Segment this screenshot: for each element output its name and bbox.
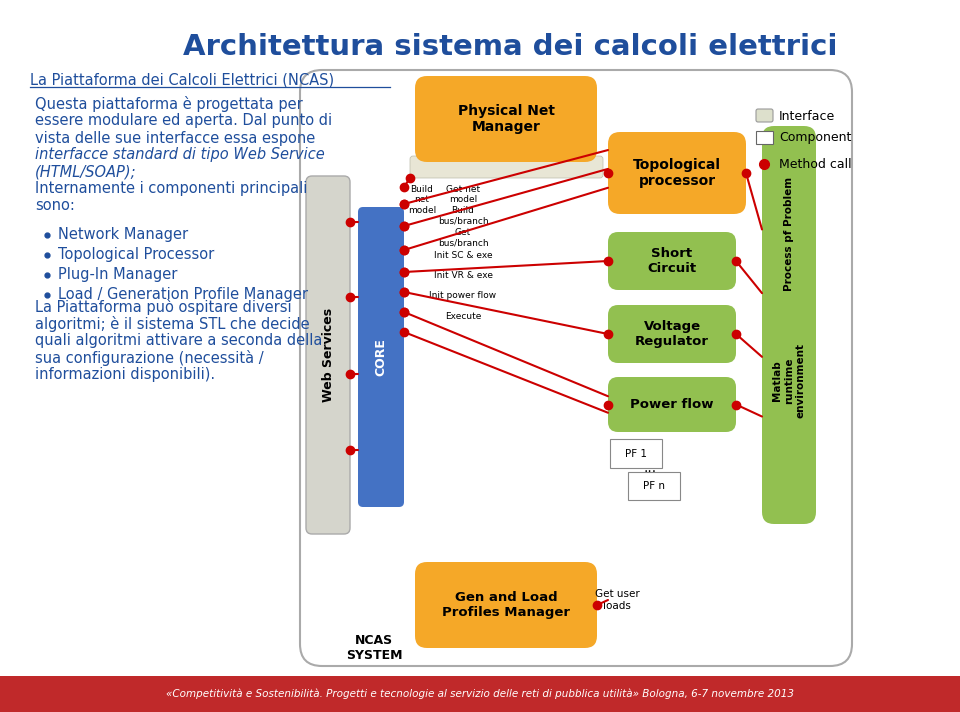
FancyBboxPatch shape <box>410 156 603 178</box>
Text: quali algoritmi attivare a seconda della: quali algoritmi attivare a seconda della <box>35 333 323 348</box>
Text: Web Services: Web Services <box>322 308 334 402</box>
FancyBboxPatch shape <box>762 126 816 524</box>
FancyBboxPatch shape <box>608 132 746 214</box>
Text: (HTML/SOAP);: (HTML/SOAP); <box>35 164 136 179</box>
Text: Topological
processor: Topological processor <box>633 158 721 188</box>
Text: Internamente i componenti principali: Internamente i componenti principali <box>35 182 307 197</box>
Text: Method call: Method call <box>779 157 852 170</box>
Text: ...: ... <box>643 461 657 475</box>
Text: Physical Net
Manager: Physical Net Manager <box>458 104 555 134</box>
Bar <box>0 676 960 712</box>
Text: essere modulare ed aperta. Dal punto di: essere modulare ed aperta. Dal punto di <box>35 113 332 128</box>
Text: Gen and Load
Profiles Manager: Gen and Load Profiles Manager <box>442 591 570 619</box>
FancyBboxPatch shape <box>358 207 404 507</box>
Text: Matlab
runtime
environment: Matlab runtime environment <box>773 343 805 418</box>
FancyBboxPatch shape <box>306 176 350 534</box>
FancyBboxPatch shape <box>608 232 736 290</box>
Text: Init power flow: Init power flow <box>429 291 496 300</box>
Text: Component: Component <box>779 132 852 145</box>
Text: Init SC & exe: Init SC & exe <box>434 251 492 260</box>
Text: Build
net
model: Build net model <box>408 185 436 215</box>
Text: informazioni disponibili).: informazioni disponibili). <box>35 367 215 382</box>
Bar <box>756 131 773 144</box>
Text: Build
bus/branch: Build bus/branch <box>438 206 489 226</box>
Text: sono:: sono: <box>35 199 75 214</box>
Text: Voltage
Regulator: Voltage Regulator <box>635 320 709 348</box>
FancyBboxPatch shape <box>608 305 736 363</box>
Text: interfacce standard di tipo Web Service: interfacce standard di tipo Web Service <box>35 147 324 162</box>
Text: Questa piattaforma è progettata per: Questa piattaforma è progettata per <box>35 96 302 112</box>
Text: Get net
model: Get net model <box>446 185 480 204</box>
Text: PF n: PF n <box>643 481 665 491</box>
FancyBboxPatch shape <box>608 377 736 432</box>
Text: Init VR & exe: Init VR & exe <box>434 271 492 280</box>
Text: Plug-In Manager: Plug-In Manager <box>58 268 178 283</box>
Text: La Piattaforma può ospitare diversi: La Piattaforma può ospitare diversi <box>35 299 292 315</box>
FancyBboxPatch shape <box>415 562 597 648</box>
Text: Interface: Interface <box>779 110 835 122</box>
Text: Power flow: Power flow <box>631 398 713 411</box>
Text: NCAS
SYSTEM: NCAS SYSTEM <box>346 634 402 662</box>
Bar <box>628 472 680 500</box>
Text: Execute: Execute <box>444 312 481 321</box>
Text: algoritmi; è il sistema STL che decide: algoritmi; è il sistema STL che decide <box>35 316 310 332</box>
Text: vista delle sue interfacce essa espone: vista delle sue interfacce essa espone <box>35 130 315 145</box>
Text: Load / Generation Profile Manager: Load / Generation Profile Manager <box>58 288 308 303</box>
FancyBboxPatch shape <box>756 109 773 122</box>
Text: PF 1: PF 1 <box>625 449 647 459</box>
Text: sua configurazione (necessità /: sua configurazione (necessità / <box>35 350 264 366</box>
Text: Process pf Problem: Process pf Problem <box>784 177 794 290</box>
Text: «Competitività e Sostenibilità. Progetti e tecnologie al servizio delle reti di : «Competitività e Sostenibilità. Progetti… <box>166 689 794 699</box>
Text: Architettura sistema dei calcoli elettrici: Architettura sistema dei calcoli elettri… <box>182 33 837 61</box>
Text: Network Manager: Network Manager <box>58 228 188 243</box>
FancyBboxPatch shape <box>415 76 597 162</box>
Text: Get
bus/branch: Get bus/branch <box>438 228 489 247</box>
Text: Get user
loads: Get user loads <box>594 590 639 611</box>
Text: La Piattaforma dei Calcoli Elettrici (NCAS): La Piattaforma dei Calcoli Elettrici (NC… <box>30 73 334 88</box>
Text: CORE: CORE <box>374 338 388 376</box>
Text: Topological Processor: Topological Processor <box>58 248 214 263</box>
Bar <box>610 439 662 468</box>
Text: Short
Circuit: Short Circuit <box>647 247 697 275</box>
